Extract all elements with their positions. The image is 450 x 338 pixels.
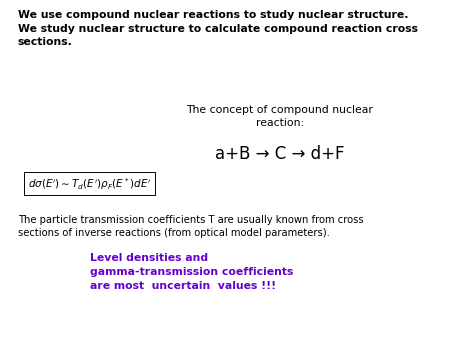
- Text: a+B → C → d+F: a+B → C → d+F: [215, 145, 345, 163]
- Text: The particle transmission coefficients T are usually known from cross
sections o: The particle transmission coefficients T…: [18, 215, 364, 238]
- Text: The concept of compound nuclear
reaction:: The concept of compound nuclear reaction…: [187, 105, 374, 128]
- Text: We use compound nuclear reactions to study nuclear structure.
We study nuclear s: We use compound nuclear reactions to stu…: [18, 10, 418, 47]
- Text: Level densities and
gamma-transmission coefficients
are most  uncertain  values : Level densities and gamma-transmission c…: [90, 253, 293, 291]
- Text: $d\sigma(E') \sim T_d(E')\rho_F(E^*)dE'$: $d\sigma(E') \sim T_d(E')\rho_F(E^*)dE'$: [28, 176, 152, 192]
